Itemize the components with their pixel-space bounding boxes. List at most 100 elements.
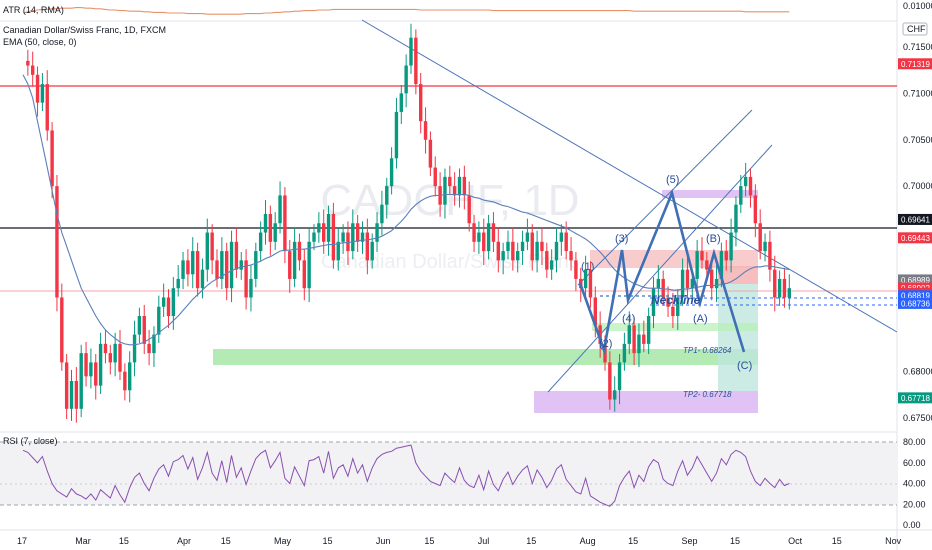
- candle-body: [724, 251, 728, 261]
- candle-body: [423, 121, 428, 140]
- candle-body: [574, 260, 578, 279]
- candle-body: [428, 139, 433, 168]
- candle-body: [559, 232, 564, 242]
- wave-label-b: (B): [706, 233, 721, 245]
- rsi-band: [0, 442, 897, 505]
- candle-body: [278, 195, 282, 224]
- currency-badge[interactable]: CHF: [907, 24, 926, 34]
- candle-body: [729, 232, 733, 261]
- candle-body: [195, 251, 200, 289]
- wave-label-4: (4): [622, 313, 635, 325]
- candle-body: [525, 232, 530, 242]
- wave-label-c: (C): [737, 360, 752, 372]
- candle-body: [782, 278, 787, 298]
- candle-body: [181, 260, 185, 279]
- rsi-indicator: [22, 444, 790, 507]
- candle-body: [229, 241, 234, 289]
- candle-body: [656, 278, 661, 289]
- wave-label-2: (2): [599, 338, 612, 350]
- candle-body: [157, 306, 161, 335]
- candle-body: [64, 362, 69, 409]
- target-zone: [718, 284, 758, 391]
- candle-body: [26, 60, 30, 66]
- price-tag-box: [898, 297, 932, 309]
- candle-body: [60, 297, 64, 363]
- candle-body: [142, 316, 146, 344]
- candle-body: [399, 93, 403, 112]
- candle-body: [491, 223, 496, 242]
- candle-body: [186, 260, 190, 275]
- candle-body: [161, 297, 166, 307]
- wave-labels: (1) (2) (3) (4) (5) (A) (B) (C) Neckline…: [581, 174, 752, 399]
- candle-body: [516, 251, 520, 261]
- candle-body: [389, 158, 394, 187]
- candle-body: [191, 251, 195, 275]
- candle-body: [249, 278, 253, 298]
- top-zone: [662, 190, 758, 198]
- legend: ATR (14, RMA) Canadian Dollar/Swiss Fran…: [3, 5, 166, 446]
- candle-body: [462, 176, 467, 196]
- price-tag-label: 0.68819: [901, 292, 930, 301]
- candle-body: [506, 241, 510, 252]
- price-tag-label: 0.68736: [901, 299, 930, 308]
- candle-body: [773, 269, 777, 298]
- candle-body: [89, 362, 93, 377]
- candle-body: [409, 37, 413, 66]
- time-tick-label: Jul: [478, 536, 490, 546]
- candle-body: [312, 232, 316, 242]
- candle-body: [331, 213, 336, 261]
- candle-body: [646, 316, 651, 344]
- candle-body: [482, 232, 486, 252]
- time-tick-label: May: [274, 536, 292, 546]
- candle-body: [739, 186, 743, 205]
- candle-body: [35, 74, 40, 103]
- downtrend-line: [361, 19, 898, 333]
- candle-body: [234, 241, 239, 270]
- candle-body: [258, 232, 263, 252]
- candle-body: [307, 241, 311, 289]
- price-tag-box: [898, 232, 932, 244]
- candle-body: [322, 223, 326, 242]
- candle-body: [113, 343, 117, 363]
- candle-body: [632, 325, 636, 354]
- tp2-label: TP2- 0.67718: [683, 390, 732, 399]
- candle-body: [128, 362, 132, 391]
- candle-body: [598, 325, 602, 344]
- candle-body: [753, 195, 758, 224]
- symbol-legend: Canadian Dollar/Swiss Franc, 1D, FXCM: [3, 25, 166, 35]
- candle-body: [617, 362, 622, 391]
- candle-body: [336, 241, 340, 261]
- candle-body: [166, 297, 171, 317]
- candle-body: [763, 241, 767, 252]
- candle-body: [268, 213, 273, 242]
- ema-line: [22, 74, 790, 346]
- candle-body: [123, 371, 127, 391]
- candle-body: [288, 251, 292, 279]
- time-tick-label: 15: [323, 536, 333, 546]
- candle-body: [777, 278, 782, 298]
- candle-body: [132, 334, 137, 363]
- rsi-tick-labels: 80.00 60.00 40.00 20.00 0.00: [903, 437, 926, 530]
- candle-body: [496, 241, 500, 261]
- candle-body: [239, 260, 243, 270]
- candle-body: [74, 380, 79, 409]
- wave-label-5: (5): [666, 174, 679, 186]
- price-tag-box: [898, 58, 932, 70]
- candle-body: [486, 223, 491, 252]
- candle-body: [79, 353, 83, 409]
- candle-body: [263, 213, 268, 233]
- time-tick-label: Oct: [788, 536, 803, 546]
- candle-body: [642, 334, 646, 344]
- currency-badge-box[interactable]: [902, 22, 928, 36]
- price-tag-box: [898, 290, 932, 302]
- trend-lines: [361, 19, 898, 393]
- candle-body: [666, 297, 670, 307]
- candle-body: [433, 167, 437, 187]
- candle-body: [637, 334, 641, 354]
- time-tick-label: Mar: [75, 536, 91, 546]
- wave-label-a: (A): [693, 313, 708, 325]
- candle-body: [758, 223, 762, 252]
- watermark-sub: Canadian Dollar/Swiss Franc: [321, 251, 579, 273]
